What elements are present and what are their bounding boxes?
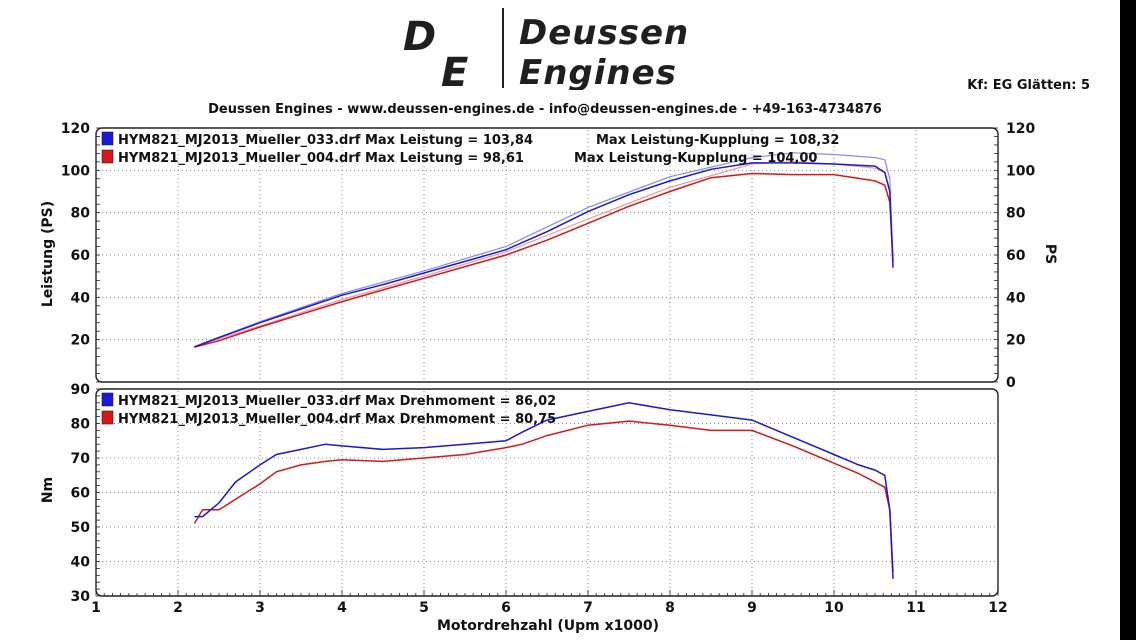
torque-legend-entry: HYM821_MJ2013_Mueller_033.drf Max Drehmo… [118,394,556,409]
power-chart: 20 40 60 80 100 120 0 20 40 60 80 100 120 HYM821_MJ20… [61,121,1036,391]
torque-chart: 30 40 50 60 70 80 90 HYM821_MJ2013_Mueller_033.… [71,382,1008,616]
chart-subtitle: Deussen Engines - www.deussen-engines.de… [208,102,882,117]
x-tick-label: 5 [419,600,429,616]
power-ytick-label-right: 60 [1006,248,1026,264]
power-y-axis-label-right: PS [1042,244,1058,264]
torque-run004-line [193,420,894,572]
x-tick-label: 10 [824,600,844,616]
x-tick-label: 6 [501,600,511,616]
svg-text:Deussen: Deussen [519,13,689,53]
power-ytick-label-right: 100 [1006,163,1035,179]
power-run033-clutch-line [194,152,894,347]
logo-graphic: D E Deussen Engines [403,8,689,96]
power-ytick-label: 120 [61,121,90,137]
power-run004-line [194,172,894,348]
power-ytick-label: 100 [61,163,90,179]
power-legend-entry: HYM821_MJ2013_Mueller_033.drf Max Leistu… [118,133,533,148]
x-axis-label: Motordrehzahl (Upm x1000) [437,618,659,634]
x-tick-label: 7 [583,600,593,616]
x-tick-label: 12 [988,600,1007,616]
torque-y-axis-label: Nm [40,477,56,503]
power-legend-swatch [101,131,114,146]
power-ytick-label-right: 40 [1006,290,1026,306]
torque-ytick-label: 50 [71,520,91,536]
torque-ytick-label: 80 [71,417,91,433]
torque-ytick-label: 40 [71,555,91,571]
torque-ytick-label: 60 [71,486,91,502]
power-legend-clutch: Max Leistung-Kupplung = 104,00 [574,151,817,166]
torque-legend-swatch [101,410,114,425]
x-tick-label: 2 [173,600,183,616]
power-run033-line [194,162,894,348]
power-ytick-label: 20 [71,333,91,349]
torque-legend-swatch [101,392,114,407]
x-tick-label: 11 [906,600,925,616]
power-legend-entry: HYM821_MJ2013_Mueller_004.drf Max Leistu… [118,151,524,166]
power-ytick-label: 80 [71,206,91,222]
svg-text:E: E [441,50,468,90]
svg-text:Engines: Engines [519,53,677,90]
torque-legend-entry: HYM821_MJ2013_Mueller_004.drf Max Drehmo… [118,412,556,427]
x-tick-label: 4 [337,600,347,616]
kf-smoothing-info: Kf: EG Glätten: 5 [967,78,1090,93]
x-tick-label: 1 [91,600,101,616]
torque-ytick-label: 30 [71,589,91,605]
power-ytick-label-right: 0 [1006,375,1016,391]
deussen-engines-logo: D E Deussen Engines [395,6,725,96]
svg-text:D: D [403,14,436,60]
power-y-axis-label: Leistung (PS) [40,201,56,307]
power-ytick-label: 60 [71,248,91,264]
power-legend-clutch: Max Leistung-Kupplung = 108,32 [596,133,839,148]
x-tick-label: 9 [747,600,757,616]
x-tick-label: 3 [255,600,265,616]
power-ytick-label: 40 [71,290,91,306]
torque-ytick-label: 90 [71,382,91,398]
x-tick-label: 8 [665,600,675,616]
power-ytick-label-right: 80 [1006,206,1026,222]
power-legend-swatch [101,149,114,164]
torque-run033-line [194,402,894,579]
torque-ytick-label: 70 [71,451,91,467]
power-ytick-label-right: 20 [1006,333,1026,349]
power-ytick-label-right: 120 [1006,121,1035,137]
